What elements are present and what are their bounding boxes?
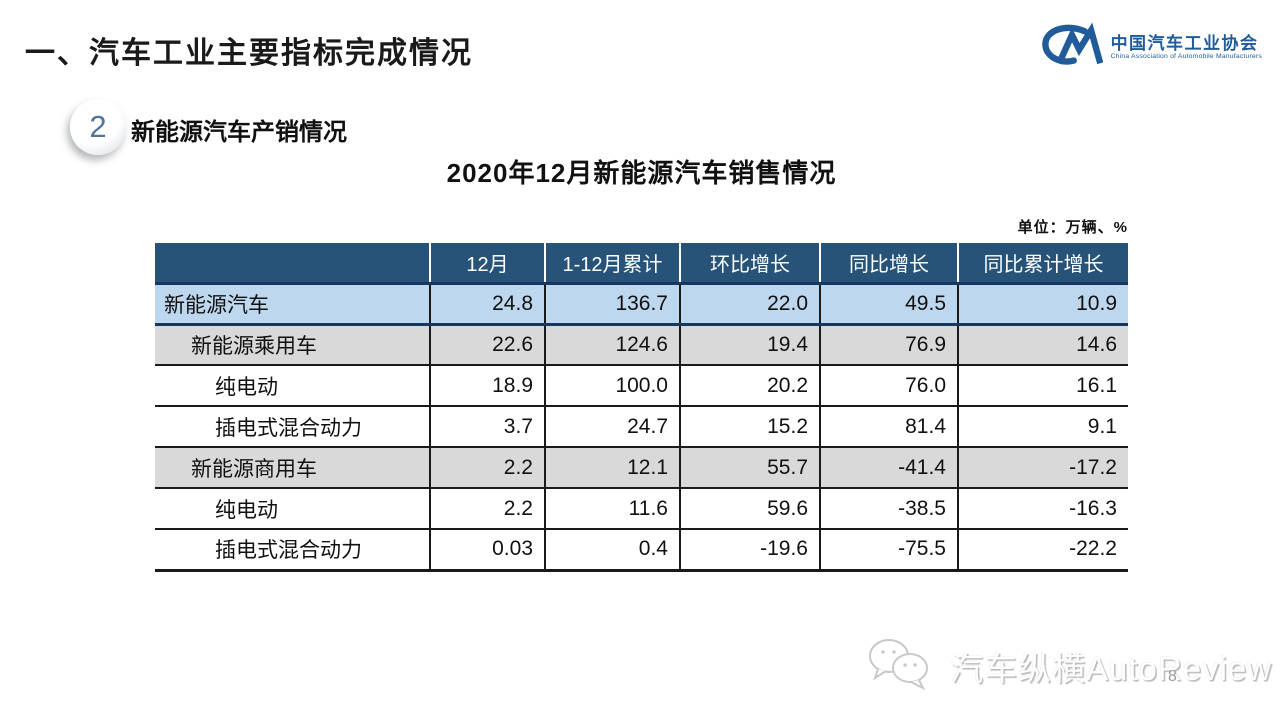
- caam-logo-icon: [1039, 22, 1103, 73]
- cell-value: 76.9: [819, 324, 958, 366]
- cell-value: 100.0: [544, 365, 680, 407]
- page-title: 一、汽车工业主要指标完成情况: [25, 37, 473, 70]
- row-label: 新能源商用车: [155, 447, 430, 489]
- table-row: 新能源商用车 2.2 12.1 55.7 -41.4 -17.2: [155, 447, 1128, 489]
- table-row: 纯电动 18.9 100.0 20.2 76.0 16.1: [155, 365, 1128, 407]
- caam-logo-text: 中国汽车工业协会 China Association of Automobile…: [1111, 34, 1262, 61]
- cell-value: 9.1: [957, 406, 1128, 448]
- cell-value: -17.2: [957, 447, 1128, 489]
- header-cell-mom: 环比增长: [679, 243, 820, 285]
- caam-name-en: China Association of Automobile Manufact…: [1110, 53, 1262, 61]
- cell-value: 14.6: [957, 324, 1128, 366]
- cell-value: 0.03: [429, 529, 545, 571]
- section-number: 2: [89, 109, 107, 144]
- row-label: 新能源汽车: [155, 283, 430, 326]
- cell-value: 19.4: [679, 324, 820, 366]
- table-header: 12月 1-12月累计 环比增长 同比增长 同比累计增长: [155, 243, 1128, 285]
- watermark-text: 汽车纵横AutoReview: [950, 649, 1273, 687]
- cell-value: -41.4: [819, 447, 958, 489]
- cell-value: 18.9: [429, 365, 545, 407]
- cell-value: 16.1: [957, 365, 1128, 407]
- cell-value: -19.6: [679, 529, 820, 571]
- cell-value: 22.6: [429, 324, 545, 366]
- cell-value: 3.7: [429, 406, 545, 448]
- sales-table: 12月 1-12月累计 环比增长 同比增长 同比累计增长 新能源汽车 24.8 …: [155, 243, 1128, 572]
- table-row: 插电式混合动力 0.03 0.4 -19.6 -75.5 -22.2: [155, 529, 1128, 571]
- table-zone: 2020年12月新能源汽车销售情况 单位：万辆、% 12月 1-12月累计 环比…: [155, 153, 1128, 572]
- cell-value: 59.6: [679, 488, 820, 530]
- row-label: 纯电动: [155, 488, 430, 530]
- cell-value: 20.2: [679, 365, 820, 407]
- section-title: 新能源汽车产销情况: [131, 119, 347, 146]
- table-row: 新能源汽车 24.8 136.7 22.0 49.5 10.9: [155, 283, 1128, 326]
- wechat-icon: [862, 634, 940, 697]
- cell-value: 124.6: [544, 324, 680, 366]
- unit-note: 单位：万辆、%: [1017, 219, 1128, 236]
- cell-value: 55.7: [679, 447, 820, 489]
- row-label: 新能源乘用车: [155, 324, 430, 366]
- cell-value: 12.1: [544, 447, 680, 489]
- cell-value: 24.7: [544, 406, 680, 448]
- header-cell-month: 12月: [429, 243, 545, 285]
- cell-value: 11.6: [544, 488, 680, 530]
- header-cell-blank: [155, 243, 430, 285]
- cell-value: 136.7: [544, 283, 680, 326]
- header-cell-cumulative: 1-12月累计: [544, 243, 680, 285]
- header-cell-yoy-cumulative: 同比累计增长: [957, 243, 1128, 285]
- cell-value: 81.4: [819, 406, 958, 448]
- row-label: 纯电动: [155, 365, 430, 407]
- cell-value: 15.2: [679, 406, 820, 448]
- cell-value: 2.2: [429, 488, 545, 530]
- header-cell-yoy: 同比增长: [819, 243, 958, 285]
- cell-value: -38.5: [819, 488, 958, 530]
- cell-value: 0.4: [544, 529, 680, 571]
- section-number-badge: 2: [70, 99, 126, 155]
- table-row: 插电式混合动力 3.7 24.7 15.2 81.4 9.1: [155, 406, 1128, 448]
- caam-logo: 中国汽车工业协会 China Association of Automobile…: [1039, 22, 1262, 73]
- page-number: 8: [1168, 668, 1177, 685]
- table-body: 新能源汽车 24.8 136.7 22.0 49.5 10.9 新能源乘用车 2…: [155, 283, 1128, 571]
- cell-value: -22.2: [957, 529, 1128, 571]
- cell-value: 22.0: [679, 283, 820, 326]
- cell-value: -75.5: [819, 529, 958, 571]
- row-label: 插电式混合动力: [155, 529, 430, 571]
- cell-value: 10.9: [957, 283, 1128, 326]
- table-row: 纯电动 2.2 11.6 59.6 -38.5 -16.3: [155, 488, 1128, 530]
- cell-value: 24.8: [429, 283, 545, 326]
- cell-value: 49.5: [819, 283, 958, 326]
- cell-value: 2.2: [429, 447, 545, 489]
- header-row: 12月 1-12月累计 环比增长 同比增长 同比累计增长: [155, 243, 1128, 285]
- table-row: 新能源乘用车 22.6 124.6 19.4 76.9 14.6: [155, 324, 1128, 366]
- caam-name-cn: 中国汽车工业协会: [1110, 33, 1259, 53]
- cell-value: 76.0: [819, 365, 958, 407]
- table-title: 2020年12月新能源汽车销售情况: [446, 158, 837, 188]
- watermark: 汽车纵横AutoReview: [862, 634, 1272, 697]
- row-label: 插电式混合动力: [155, 406, 430, 448]
- cell-value: -16.3: [957, 488, 1128, 530]
